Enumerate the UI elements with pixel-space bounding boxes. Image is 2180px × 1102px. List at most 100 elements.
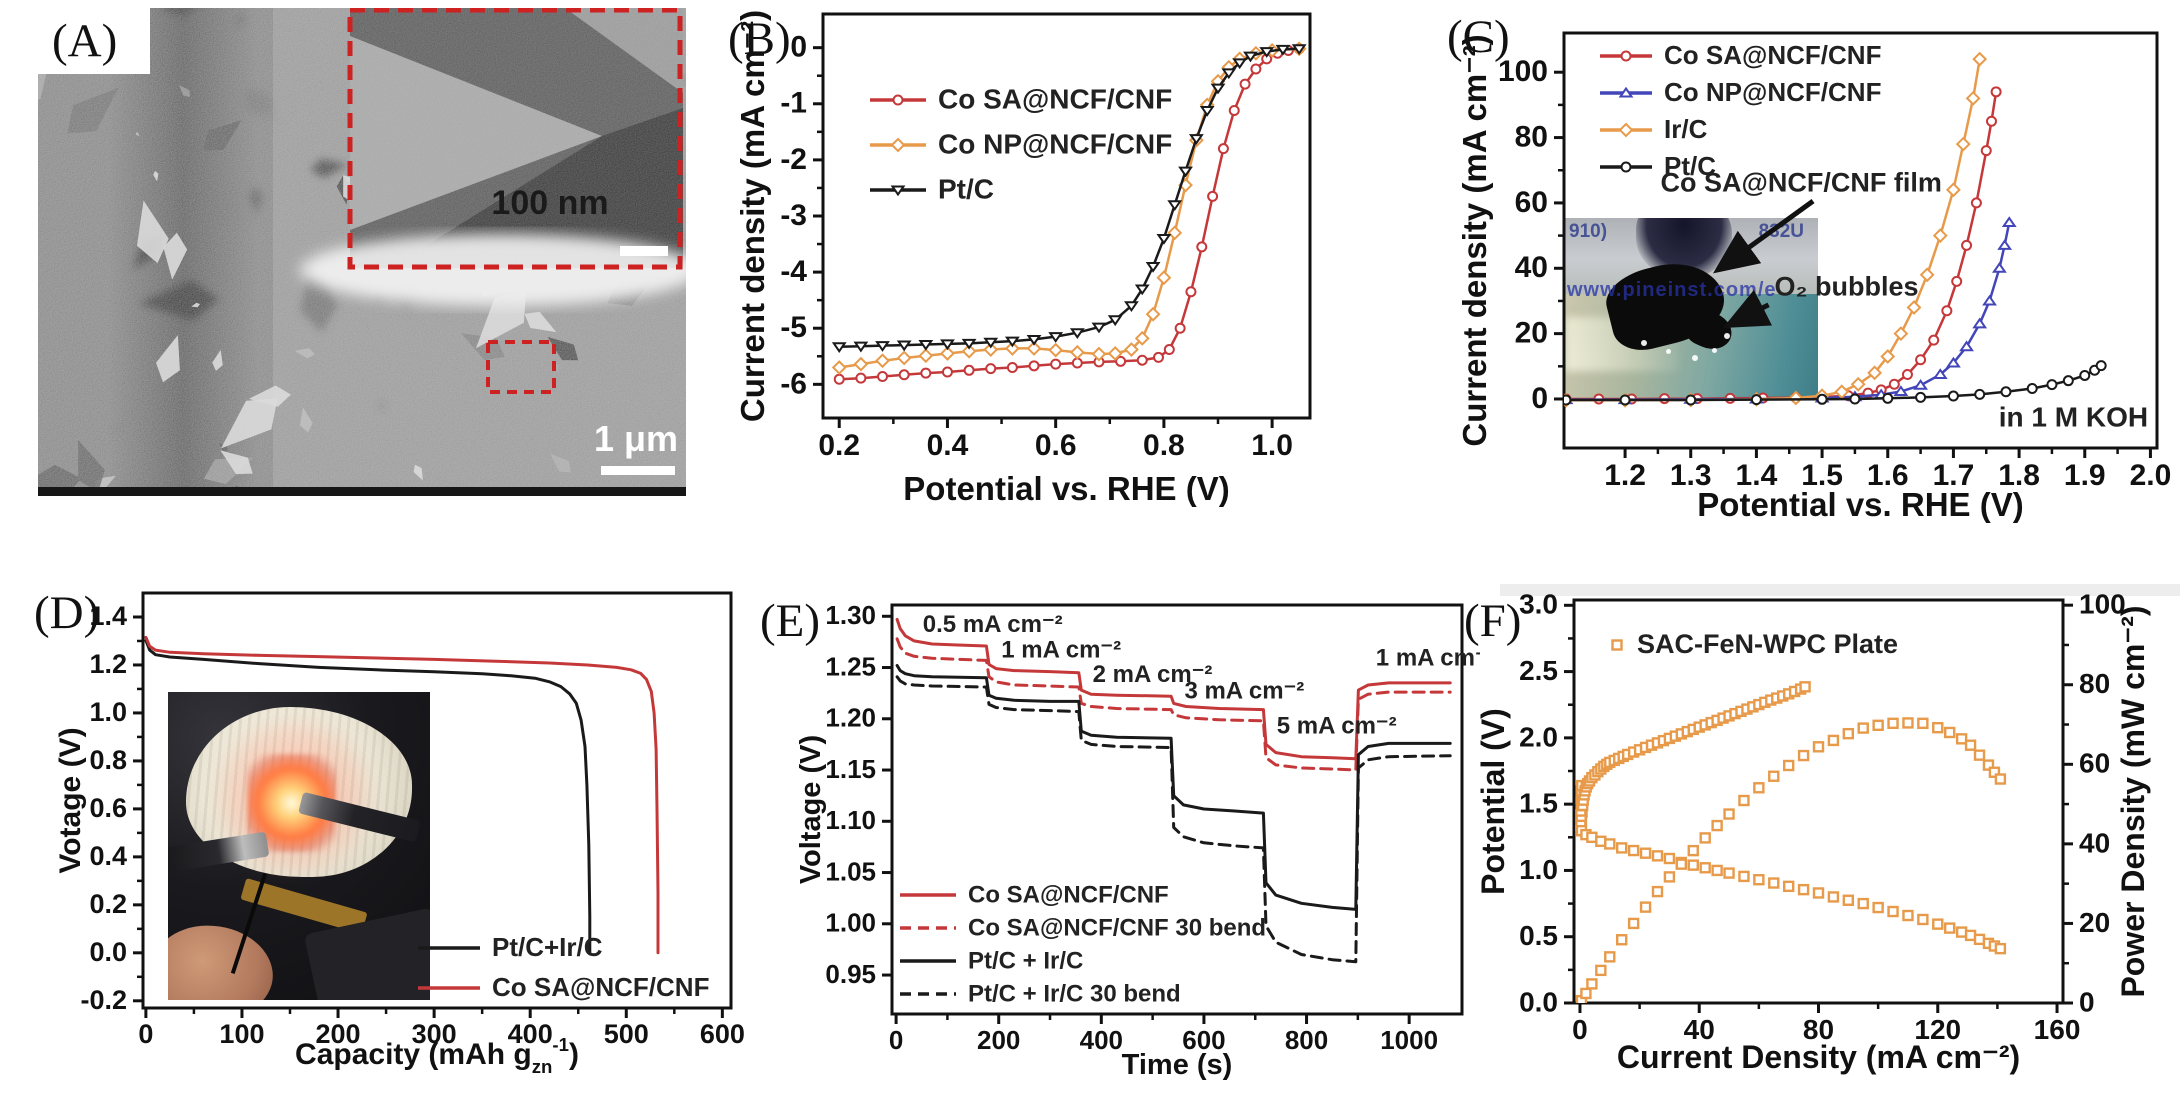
- square-marker: [1687, 859, 1699, 871]
- annotation: 5 mA cm⁻²: [1277, 712, 1397, 739]
- circle-marker: [1136, 354, 1148, 366]
- legend-label: Co SA@NCF/CNF: [938, 83, 1172, 114]
- circle-marker: [2062, 375, 2074, 387]
- square-marker: [1723, 867, 1735, 879]
- square-marker: [1964, 929, 1977, 942]
- series-group: [831, 41, 1307, 385]
- y-tick-label: 100: [1498, 55, 1548, 88]
- x-tick-label: 200: [316, 1019, 361, 1049]
- triangle-down-marker: [1091, 322, 1107, 334]
- legend-label: Pt/C + Ir/C 30 bend: [968, 980, 1181, 1007]
- x-tick-label: 160: [2034, 1014, 2081, 1045]
- circle-marker: [898, 369, 910, 381]
- panel-c-chart: 1.2 1.3 1.4 1.5 1.6 1.7 1.8 1.9 2.0 0 20 40 60 80 100 P…: [1456, 31, 2171, 523]
- x-axis-title: Potential vs. RHE (V): [1697, 486, 2023, 523]
- series-line-pt-c-ir-c-30-bend: [895, 675, 1452, 964]
- diamond-marker: [1906, 300, 1922, 315]
- square-marker: [1651, 850, 1664, 862]
- square-marker: [1738, 870, 1750, 883]
- circle-marker: [1185, 286, 1197, 298]
- x-tick-label: 800: [1285, 1025, 1328, 1055]
- triangle-up-marker: [1618, 86, 1634, 98]
- square-marker: [1580, 987, 1592, 1000]
- series-line-co-sa-ncf-cnf: [895, 617, 1452, 761]
- legend-label: SAC-FeN-WPC Plate: [1637, 629, 1898, 659]
- triangle-down-marker: [1004, 336, 1020, 348]
- triangle-down-marker: [940, 339, 955, 351]
- circle-marker: [1239, 78, 1251, 90]
- panel-b-chart: 0.2 0.4 0.6 0.8 1.0 0 -1 -2 -3 -4 -5 -6 Potential vs…: [734, 10, 1312, 507]
- series-line-pt-c-ir-c: [144, 639, 592, 955]
- square-marker: [1932, 918, 1944, 930]
- panel-e-chart: 0 200 400 600 800 1000 1.30 1.25 1.20 1.15 1.10 1.0…: [795, 600, 1480, 1081]
- panel-c-inset-photo: 910) 832U www.pineinst.com/e: [1565, 218, 1818, 398]
- legend-label: Co SA@NCF/CNF: [968, 881, 1169, 908]
- diamond-marker: [1091, 346, 1107, 362]
- legend-label: Co SA@NCF/CNF 30 bend: [968, 914, 1266, 941]
- circle-marker: [1980, 145, 1992, 157]
- diamond-marker: [1069, 344, 1085, 360]
- y2-tick-label: 20: [2079, 907, 2110, 938]
- square-marker: [1586, 831, 1598, 843]
- diamond-marker: [1850, 376, 1866, 392]
- diamond-marker: [853, 356, 869, 372]
- y2-tick-label: 40: [2079, 827, 2110, 858]
- legend-label: Pt/C+Ir/C: [492, 932, 603, 962]
- x-tick-label: 1.0: [1251, 429, 1293, 462]
- annotation: 0.5 mA cm⁻²: [923, 611, 1063, 638]
- circle-marker: [920, 367, 932, 379]
- square-marker: [1964, 739, 1977, 751]
- circle-marker: [1152, 351, 1164, 363]
- diamond-marker: [1167, 225, 1183, 241]
- x-tick-label: 0.6: [1035, 429, 1077, 462]
- circle-marker: [985, 363, 997, 375]
- x-tick-label: 1.3: [1670, 459, 1712, 492]
- legend-label: Co SA@NCF/CNF: [1664, 40, 1881, 70]
- y-tick-label: 1.30: [825, 600, 876, 630]
- y-tick-label: 1.4: [89, 601, 127, 631]
- square-marker: [1982, 759, 1995, 771]
- y2-tick-label: 60: [2079, 748, 2110, 779]
- series-group: [144, 635, 660, 955]
- y2-tick-label: 80: [2079, 668, 2110, 699]
- x-tick-label: 600: [700, 1019, 745, 1049]
- triangle-down-marker: [1145, 262, 1161, 273]
- y-tick-label: 80: [1515, 120, 1548, 153]
- circle-marker: [1915, 354, 1927, 366]
- x-axis-title: Time (s): [1122, 1049, 1233, 1081]
- square-marker: [1842, 894, 1855, 906]
- triangle-down-marker: [1156, 233, 1172, 245]
- square-marker: [1887, 717, 1899, 730]
- square-marker: [1675, 858, 1688, 870]
- y-axis-title: Current density (mA cm⁻²): [734, 10, 771, 422]
- square-marker: [1711, 864, 1723, 877]
- diamond-marker: [1107, 346, 1123, 361]
- diamond-marker: [1124, 342, 1139, 357]
- sem-bottom-edge: [38, 487, 686, 496]
- square-marker: [1902, 717, 1914, 729]
- inset-noise: [350, 8, 683, 268]
- y-tick-label: -0.2: [80, 985, 127, 1015]
- diamond-marker: [1932, 228, 1948, 244]
- square-marker: [1842, 727, 1855, 740]
- circle-marker: [1564, 394, 1572, 406]
- legend-label: Co NP@NCF/CNF: [938, 128, 1172, 159]
- circle-marker: [1951, 275, 1963, 287]
- series-line-co-sa-ncf-cnf-30-bend: [895, 637, 1452, 772]
- legend-label: Pt/C + Ir/C: [968, 947, 1083, 974]
- square-marker: [1616, 934, 1628, 946]
- y-tick-label: 2.5: [1519, 655, 1558, 686]
- annotation: 1 mA cm⁻²: [1001, 636, 1121, 663]
- circle-marker: [1941, 305, 1953, 317]
- square-marker: [1973, 933, 1986, 946]
- square-marker: [1699, 832, 1711, 844]
- x-tick-label: 200: [977, 1025, 1020, 1055]
- square-marker: [1943, 726, 1956, 739]
- x-tick-label: 400: [508, 1019, 553, 1049]
- square-marker: [1917, 717, 1929, 730]
- square-marker: [1604, 951, 1616, 963]
- circle-marker: [1961, 239, 1973, 251]
- y-tick-label: 1.20: [825, 703, 876, 733]
- square-marker: [1699, 862, 1711, 874]
- y-tick-label: -2: [780, 143, 807, 176]
